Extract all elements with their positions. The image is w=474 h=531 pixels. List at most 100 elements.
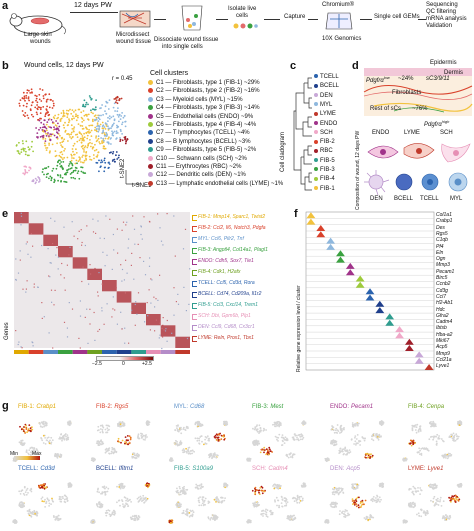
cell-point — [123, 506, 125, 509]
cell-point — [108, 452, 111, 455]
cell-point — [198, 484, 201, 487]
cell-point — [286, 515, 289, 518]
tsne-point — [80, 133, 83, 136]
heatmap-row-bracket — [192, 259, 197, 265]
cell-point — [193, 450, 195, 453]
step-validation: Validation — [426, 23, 452, 29]
cluster-legend-item: C5 — Endothelial cells (ENDO) ~9% — [148, 113, 254, 121]
violin-shape — [355, 281, 365, 288]
cell-point — [276, 438, 278, 441]
pct-76-label: ~76% — [412, 106, 428, 112]
tsne-point — [71, 148, 74, 150]
tsne-point — [87, 103, 89, 106]
cell-point — [266, 509, 269, 512]
cell-point — [436, 442, 438, 445]
epidermis-label: Epidermis — [430, 60, 457, 66]
scale-max-label: +2.5 — [142, 361, 152, 367]
arrow-a5 — [360, 19, 372, 20]
cluster-dot — [148, 180, 153, 186]
cluster-label: C13 — Lymphatic endothelial cells (LYME)… — [156, 180, 284, 187]
cell-point — [145, 434, 147, 436]
tsne-point — [39, 136, 42, 138]
tsne-point — [51, 107, 54, 109]
cluster-label: C2 — Fibroblasts, type 2 (FIB-2) ~16% — [156, 88, 260, 95]
cell-point — [45, 500, 48, 503]
tsne-point — [63, 149, 65, 152]
heatmap-speckle — [99, 237, 101, 239]
cell-point — [62, 497, 64, 500]
cell-point — [365, 516, 368, 518]
tsne-point — [59, 134, 61, 137]
tsne-point — [45, 112, 48, 114]
pct-24-label: ~24% — [398, 76, 414, 82]
tsne-point — [64, 121, 66, 124]
tsne-point — [71, 128, 74, 130]
feature-map-pop: FIB-4: — [408, 404, 425, 410]
heatmap-speckle — [82, 266, 84, 268]
heatmap-row-label: SCH: Dbi, Gpm6b, Plp1 — [198, 313, 251, 319]
heatmap-speckle — [49, 262, 51, 264]
violin-shape — [414, 351, 424, 358]
violin-shape — [316, 225, 326, 231]
cell-point — [331, 501, 333, 504]
cell-point — [102, 486, 105, 489]
tsne-point — [121, 133, 123, 135]
isolate-label-2: cells — [236, 13, 249, 19]
tsne-point — [62, 109, 65, 112]
tsne-point — [121, 112, 123, 114]
tsne-point — [18, 141, 20, 144]
cell-point — [361, 436, 364, 439]
tsne-point — [47, 111, 49, 114]
heatmap-speckle — [146, 302, 148, 304]
cell-point — [176, 428, 179, 431]
tsne-point — [77, 170, 80, 173]
cell-point — [336, 432, 339, 434]
cell-point — [437, 500, 439, 503]
tsne-point — [105, 131, 108, 134]
cell-point — [26, 431, 28, 434]
tsne-point — [82, 161, 85, 164]
tsne-point — [34, 177, 37, 180]
heatmap-speckle — [127, 247, 129, 249]
tsne-point — [81, 166, 84, 169]
leaf-label: DEN — [320, 92, 333, 99]
heatmap-speckle — [177, 293, 179, 295]
heatmap-speckle — [68, 254, 70, 256]
heatmap-block — [72, 257, 88, 269]
tsne-point — [38, 178, 41, 181]
cell-point — [113, 511, 115, 514]
cell-point — [279, 421, 281, 424]
feature-map-plot — [402, 420, 463, 462]
heatmap-scale — [96, 356, 154, 361]
cell-point — [459, 482, 462, 485]
tsne-point — [103, 157, 106, 160]
feature-map-plot — [168, 420, 229, 462]
cell-point — [438, 435, 440, 437]
cell-point — [336, 424, 339, 426]
tsne-point — [108, 115, 111, 117]
cell-point — [347, 451, 349, 454]
cell-point — [255, 429, 258, 432]
cell-point — [285, 503, 288, 505]
cluster-label: C5 — Endothelial cells (ENDO) ~9% — [156, 113, 254, 120]
cell-point — [440, 505, 443, 507]
cell-point — [344, 450, 347, 452]
heatmap-speckle — [116, 323, 118, 325]
cell-point — [331, 443, 334, 445]
cell-point — [434, 484, 437, 487]
cell-point — [182, 512, 185, 514]
heatmap-speckle — [84, 244, 86, 247]
cell-point — [416, 513, 418, 516]
tsne-point — [82, 119, 85, 122]
tsne-point — [80, 111, 83, 114]
heatmap-speckle — [162, 317, 164, 319]
heatmap-speckle — [102, 251, 104, 253]
tsne-point — [57, 160, 59, 163]
heatmap-speckle — [120, 311, 122, 313]
cluster-legend-item: C6 — Fibroblasts, type 4 (FIB-4) ~4% — [148, 122, 256, 129]
cluster-bar-segment — [43, 350, 58, 354]
cell-point — [118, 499, 121, 502]
tsne-point — [24, 99, 26, 102]
cell-point — [372, 516, 375, 519]
cell-point — [413, 493, 415, 496]
